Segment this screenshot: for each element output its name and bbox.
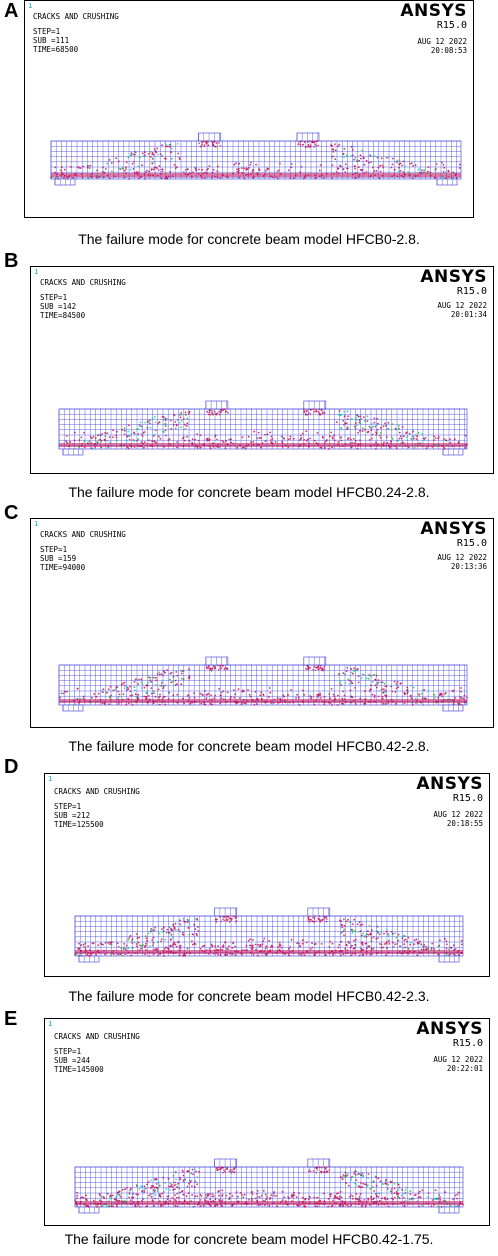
plot-header: CRACKS AND CRUSHING bbox=[54, 1032, 140, 1041]
support-plate bbox=[62, 704, 84, 712]
plot-header: CRACKS AND CRUSHING bbox=[33, 12, 119, 21]
loading-plate bbox=[205, 400, 229, 410]
ansys-plot-frame: 1 CRACKS AND CRUSHING STEP=1 SUB =244 TI… bbox=[44, 1018, 490, 1226]
panel-letter: A bbox=[4, 0, 19, 22]
panel-letter: B bbox=[4, 250, 19, 272]
figure-panel-c: C 1 CRACKS AND CRUSHING STEP=1 SUB =159 … bbox=[0, 502, 498, 756]
ansys-plot-frame: 1 CRACKS AND CRUSHING STEP=1 SUB =212 TI… bbox=[44, 773, 490, 977]
ansys-plot-frame: 1 CRACKS AND CRUSHING STEP=1 SUB =111 TI… bbox=[24, 0, 474, 218]
step-label: STEP=1 bbox=[54, 1047, 82, 1056]
support-plate bbox=[438, 955, 460, 963]
step-label: STEP=1 bbox=[40, 293, 68, 302]
time-label: TIME=125500 bbox=[54, 820, 104, 829]
panel-letter: D bbox=[4, 756, 19, 778]
figure-panel-d: D 1 CRACKS AND CRUSHING STEP=1 SUB =212 … bbox=[0, 756, 498, 1008]
support-plate bbox=[62, 448, 84, 456]
beam-mesh bbox=[74, 907, 464, 963]
mesh-lines bbox=[74, 1159, 463, 1213]
loading-plate bbox=[303, 656, 327, 666]
sub-label: SUB =111 bbox=[33, 36, 70, 45]
plot-header: CRACKS AND CRUSHING bbox=[40, 530, 126, 539]
figure-panel-b: B 1 CRACKS AND CRUSHING STEP=1 SUB =142 … bbox=[0, 250, 498, 502]
beam-body bbox=[58, 664, 468, 706]
ansys-plot-frame: 1 CRACKS AND CRUSHING STEP=1 SUB =159 TI… bbox=[30, 518, 494, 728]
tension-zone bbox=[75, 950, 463, 954]
step-label: STEP=1 bbox=[54, 802, 82, 811]
loading-plate bbox=[205, 656, 229, 666]
tension-zone bbox=[75, 1201, 463, 1205]
support-plate bbox=[442, 448, 464, 456]
loading-plate bbox=[214, 907, 237, 917]
ansys-logo: ANSYS R15.0 bbox=[400, 1, 467, 32]
support-plate bbox=[436, 178, 458, 186]
mesh-lines bbox=[58, 401, 467, 455]
sub-label: SUB =142 bbox=[40, 302, 77, 311]
figure-caption: The failure mode for concrete beam model… bbox=[68, 484, 430, 500]
loading-plate bbox=[303, 400, 327, 410]
viewport-marker: 1 bbox=[28, 2, 33, 10]
beam-body bbox=[74, 915, 464, 957]
figure-caption: The failure mode for concrete beam model… bbox=[78, 231, 420, 247]
support-plate bbox=[78, 955, 100, 963]
ansys-plot-frame: 1 CRACKS AND CRUSHING STEP=1 SUB =142 TI… bbox=[30, 266, 494, 474]
time-label: TIME=94000 bbox=[40, 563, 86, 572]
sub-label: SUB =159 bbox=[40, 554, 77, 563]
figure-panel-a: A 1 CRACKS AND CRUSHING STEP=1 SUB =111 … bbox=[0, 0, 498, 250]
plot-header: CRACKS AND CRUSHING bbox=[40, 278, 126, 287]
loading-plate bbox=[198, 132, 221, 142]
beam-body bbox=[50, 140, 462, 180]
plot-datetime: AUG 12 2022 20:13:36 bbox=[437, 553, 487, 571]
figure-panel-e: E 1 CRACKS AND CRUSHING STEP=1 SUB =244 … bbox=[0, 1008, 498, 1256]
loading-plate bbox=[307, 907, 331, 917]
viewport-marker: 1 bbox=[48, 1020, 53, 1028]
tension-zone bbox=[59, 699, 467, 703]
loading-plate bbox=[296, 132, 320, 142]
loading-plate bbox=[214, 1158, 237, 1168]
time-label: TIME=145000 bbox=[54, 1065, 104, 1074]
plot-header: CRACKS AND CRUSHING bbox=[54, 787, 140, 796]
plot-datetime: AUG 12 2022 20:18:55 bbox=[433, 810, 483, 828]
mesh-lines bbox=[58, 657, 467, 711]
beam-mesh bbox=[74, 1158, 464, 1214]
beam-body bbox=[74, 1166, 464, 1208]
support-plate bbox=[442, 704, 464, 712]
viewport-marker: 1 bbox=[34, 268, 39, 276]
ansys-logo: ANSYS R15.0 bbox=[420, 519, 487, 550]
plot-datetime: AUG 12 2022 20:22:01 bbox=[433, 1055, 483, 1073]
sub-label: SUB =212 bbox=[54, 811, 91, 820]
sub-label: SUB =244 bbox=[54, 1056, 91, 1065]
panel-letter: E bbox=[4, 1008, 18, 1030]
ansys-logo: ANSYS R15.0 bbox=[416, 774, 483, 805]
time-label: TIME=84500 bbox=[40, 311, 86, 320]
tension-zone bbox=[51, 173, 461, 177]
ansys-logo: ANSYS R15.0 bbox=[420, 267, 487, 298]
plot-datetime: AUG 12 2022 20:01:34 bbox=[437, 301, 487, 319]
ansys-logo: ANSYS R15.0 bbox=[416, 1019, 483, 1050]
support-plate bbox=[438, 1206, 460, 1214]
beam-mesh bbox=[58, 656, 468, 712]
viewport-marker: 1 bbox=[48, 775, 53, 783]
panel-letter: C bbox=[4, 502, 19, 524]
support-plate bbox=[54, 178, 76, 186]
beam-mesh bbox=[50, 132, 462, 186]
viewport-marker: 1 bbox=[34, 520, 39, 528]
step-label: STEP=1 bbox=[33, 27, 61, 36]
time-label: TIME=68500 bbox=[33, 45, 79, 54]
loading-plate bbox=[307, 1158, 331, 1168]
beam-mesh bbox=[58, 400, 468, 456]
support-plate bbox=[78, 1206, 100, 1214]
figure-caption: The failure mode for concrete beam model… bbox=[64, 1231, 434, 1247]
tension-zone bbox=[59, 443, 467, 447]
figure-caption: The failure mode for concrete beam model… bbox=[68, 988, 430, 1004]
figure-caption: The failure mode for concrete beam model… bbox=[68, 738, 430, 754]
step-label: STEP=1 bbox=[40, 545, 68, 554]
mesh-lines bbox=[50, 133, 461, 185]
plot-datetime: AUG 12 2022 20:08:53 bbox=[417, 37, 467, 55]
